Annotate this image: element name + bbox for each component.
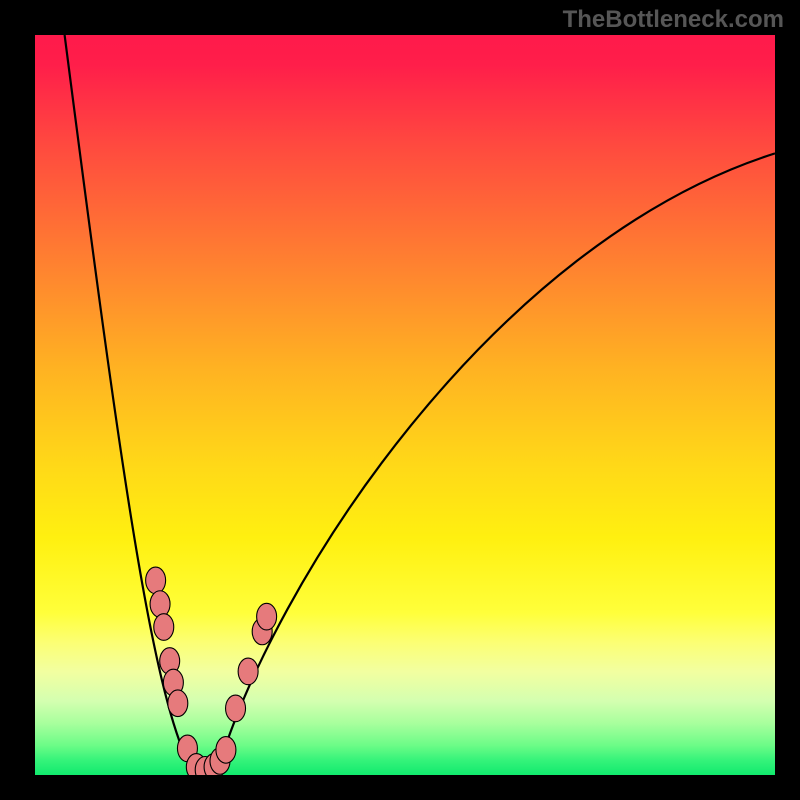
marker-right xyxy=(238,658,258,685)
marker-left xyxy=(146,567,166,594)
marker-right xyxy=(226,695,246,722)
marker-right xyxy=(257,603,277,630)
plot-svg xyxy=(35,35,775,775)
watermark-text: TheBottleneck.com xyxy=(563,6,784,34)
gradient-background xyxy=(35,35,775,775)
marker-left xyxy=(168,690,188,717)
plot-area xyxy=(35,35,775,775)
chart-root: TheBottleneck.com xyxy=(0,0,800,800)
marker-bottom xyxy=(216,737,236,764)
marker-left xyxy=(150,591,170,618)
marker-left xyxy=(154,614,174,641)
